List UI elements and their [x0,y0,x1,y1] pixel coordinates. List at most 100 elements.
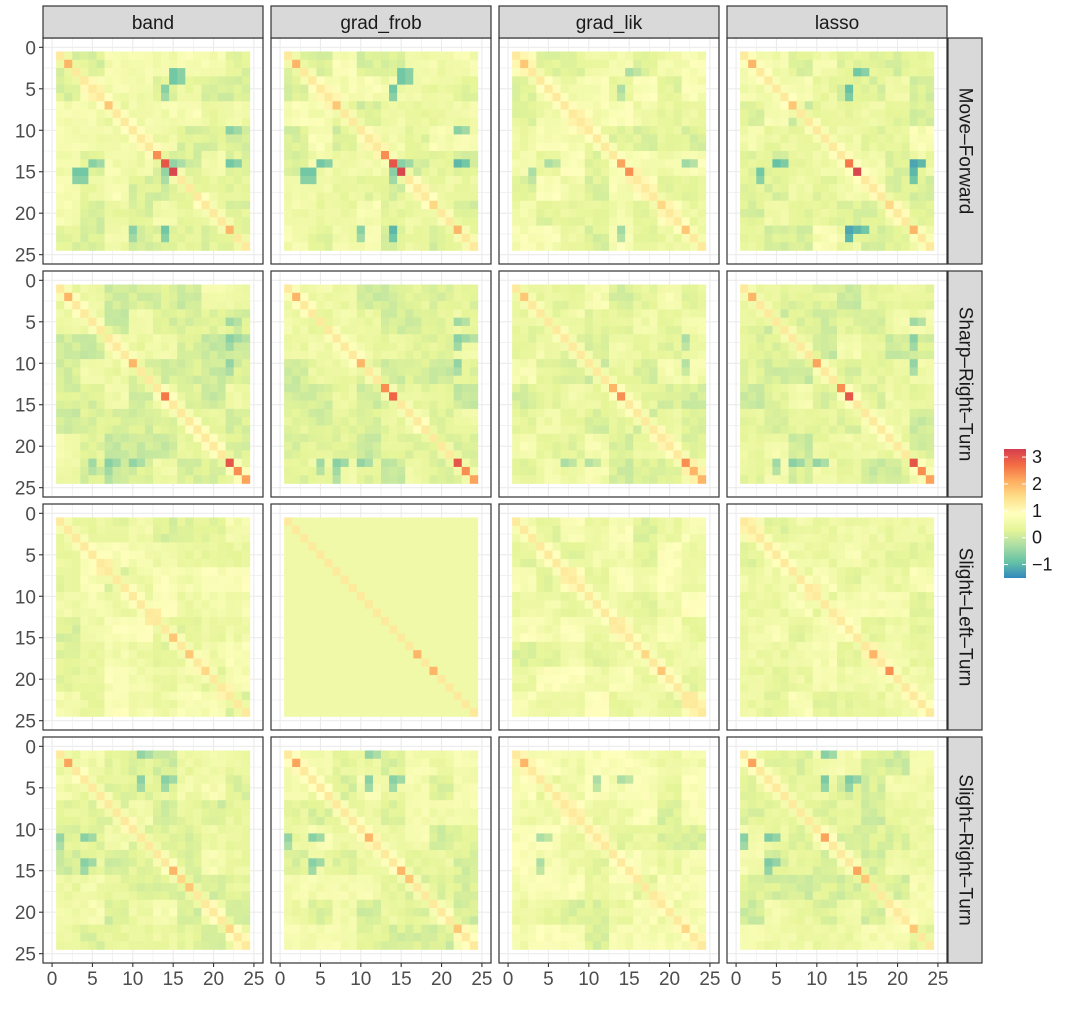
heatmap-cell [372,301,382,310]
heatmap-cell [348,334,358,343]
heatmap-cell [649,392,658,401]
heatmap-cell [568,425,577,435]
heatmap-cell [64,192,73,202]
heatmap-cell [64,567,73,576]
heatmap-cell [536,167,545,177]
heatmap-cell [837,84,846,94]
heatmap-cell [845,342,854,352]
heatmap-cell [536,151,545,160]
heatmap-cell [512,159,521,168]
heatmap-cell [649,301,658,310]
heatmap-cell [625,134,634,143]
heatmap-cell [56,317,65,327]
heatmap-cell [772,175,781,185]
heatmap-cell [837,217,846,226]
heatmap-cell [169,225,178,235]
heatmap-cell [120,76,130,85]
heatmap-cell [201,417,210,426]
heatmap-cell [389,392,398,401]
heatmap-cell [332,134,341,143]
heatmap-cell [217,284,226,294]
heatmap-cell [300,475,309,484]
heatmap-cell [633,325,642,335]
heatmap-cell [169,525,178,535]
heatmap-cell [437,192,446,202]
heatmap-cell [429,59,438,69]
heatmap-cell [796,68,805,77]
heatmap-cell [837,175,846,185]
heatmap-cell [193,334,202,343]
heatmap-cell [609,350,618,360]
heatmap-cell [185,325,194,335]
heatmap-cell [649,51,658,61]
heatmap-cell [560,392,569,401]
heatmap-cell [617,134,626,143]
heatmap-cell [225,542,235,551]
heatmap-cell [681,159,691,168]
heatmap-cell [169,517,178,527]
heatmap-cell [389,384,398,393]
heatmap-cell [88,525,97,535]
heatmap-cell [469,59,479,69]
heatmap-cell [112,284,121,294]
heatmap-cell [193,84,202,94]
heatmap-cell [153,517,162,527]
heatmap-cell [641,375,650,385]
heatmap-cell [560,184,569,193]
heatmap-cell [80,392,89,401]
heatmap-cell [292,51,301,61]
heatmap-cell [689,209,699,218]
heatmap-cell [845,325,854,335]
heatmap-cell [185,534,194,543]
heatmap-cell [641,217,650,226]
heatmap-cell [772,301,781,310]
heatmap-cell [837,209,846,218]
heatmap-cell [364,408,374,418]
heatmap-cell [520,192,529,202]
heatmap-cell [136,142,146,152]
heatmap-cell [756,309,765,318]
heatmap-cell [292,117,301,127]
heatmap-cell [804,134,814,143]
heatmap-cell [528,309,537,318]
heatmap-cell [917,151,927,160]
heatmap-cell [925,450,935,459]
heatmap-cell [649,68,658,77]
heatmap-cell [356,167,366,177]
heatmap-cell [316,134,325,143]
heatmap-cell [308,359,317,368]
heatmap-cell [861,59,870,69]
heatmap-cell [88,233,97,243]
heatmap-cell [201,442,210,451]
heatmap-cell [893,159,902,168]
heatmap-cell [657,217,666,226]
heatmap-cell [681,117,691,127]
heatmap-cell [389,309,398,318]
heatmap-cell [96,334,105,343]
heatmap-cell [104,51,113,61]
heatmap-cell [193,109,202,119]
heatmap-cell [673,309,682,318]
heatmap-cell [560,301,569,310]
heatmap-cell [324,101,333,110]
heatmap-cell [185,117,194,127]
heatmap-cell [909,126,919,135]
heatmap-cell [576,59,586,69]
heatmap-cell [225,317,235,327]
heatmap-cell [209,101,218,110]
heatmap-cell [560,126,569,135]
heatmap-cell [413,126,422,135]
heatmap-cell [372,458,382,468]
heatmap-cell [332,458,341,468]
heatmap-cell [804,375,814,385]
heatmap-cell [169,433,178,443]
heatmap-cell [56,200,65,210]
heatmap-cell [209,425,218,435]
heatmap-cell [689,367,699,376]
heatmap-cell [536,109,545,119]
heatmap-cell [120,84,130,94]
heatmap-cell [217,51,226,61]
heatmap-cell [241,400,251,410]
heatmap-cell [893,109,902,119]
heatmap-cell [421,159,430,168]
